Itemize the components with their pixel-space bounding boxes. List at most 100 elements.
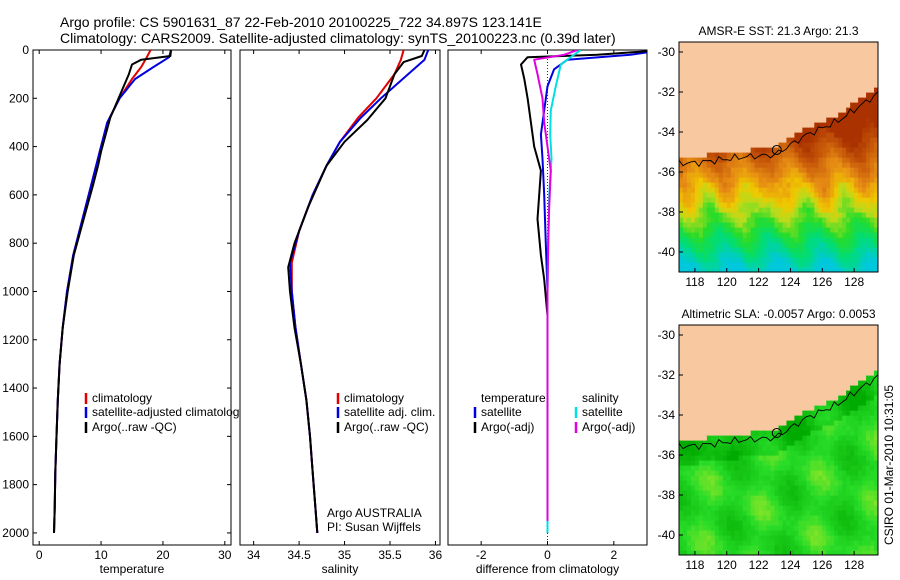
heatmap-cell bbox=[790, 445, 796, 451]
heatmap-cell bbox=[698, 267, 704, 272]
heatmap-cell bbox=[746, 142, 752, 148]
heatmap-cell bbox=[782, 390, 788, 396]
heatmap-cell bbox=[790, 435, 796, 441]
shelf-contour bbox=[679, 91, 878, 168]
heatmap-cell bbox=[750, 172, 756, 178]
heatmap-cell bbox=[790, 252, 796, 258]
heatmap-cell bbox=[858, 335, 863, 341]
heatmap-cell bbox=[806, 485, 811, 491]
heatmap-cell bbox=[679, 237, 684, 243]
heatmap-cell bbox=[730, 425, 736, 431]
heatmap-cell bbox=[710, 475, 716, 481]
heatmap-cell bbox=[722, 67, 728, 73]
heatmap-cell bbox=[798, 52, 803, 58]
heatmap-cell bbox=[854, 257, 859, 263]
heatmap-cell bbox=[806, 365, 811, 371]
heatmap-cell bbox=[866, 370, 871, 376]
heatmap-cell bbox=[818, 370, 823, 376]
heatmap-cell bbox=[746, 535, 752, 541]
heatmap-cell bbox=[794, 510, 799, 516]
heatmap-cell bbox=[706, 480, 712, 486]
heatmap-cell bbox=[742, 455, 748, 461]
heatmap-cell bbox=[866, 480, 871, 486]
heatmap-cell bbox=[694, 505, 700, 511]
heatmap-cell bbox=[766, 420, 772, 426]
heatmap-cell bbox=[698, 550, 704, 555]
heatmap-cell bbox=[730, 515, 736, 521]
heatmap-cell bbox=[714, 72, 720, 78]
heatmap-cell bbox=[686, 375, 692, 381]
heatmap-cell bbox=[802, 370, 807, 376]
heatmap-cell bbox=[706, 475, 712, 481]
heatmap-cell bbox=[794, 182, 799, 188]
heatmap-cell bbox=[842, 267, 847, 272]
heatmap-cell bbox=[702, 460, 708, 466]
heatmap-cell bbox=[698, 520, 704, 526]
heatmap-cell bbox=[846, 370, 851, 376]
heatmap-cell bbox=[778, 500, 784, 506]
heatmap-cell bbox=[742, 430, 748, 436]
heatmap-cell bbox=[679, 52, 684, 58]
heatmap-cell bbox=[786, 167, 792, 173]
heatmap-cell bbox=[762, 182, 768, 188]
heatmap-cell bbox=[738, 350, 744, 356]
heatmap-cell bbox=[738, 435, 744, 441]
heatmap-cell bbox=[710, 535, 716, 541]
heatmap-cell bbox=[874, 395, 878, 401]
heatmap-cell bbox=[870, 535, 875, 541]
heatmap-cell bbox=[702, 252, 708, 258]
heatmap-cell bbox=[842, 147, 847, 153]
heatmap-cell bbox=[842, 197, 847, 203]
heatmap-cell bbox=[722, 47, 728, 53]
heatmap-cell bbox=[746, 545, 752, 551]
heatmap-cell bbox=[714, 480, 720, 486]
heatmap-cell bbox=[702, 192, 708, 198]
heatmap-cell bbox=[810, 47, 815, 53]
heatmap-cell bbox=[742, 460, 748, 466]
heatmap-cell bbox=[742, 440, 748, 446]
heatmap-cell bbox=[798, 177, 803, 183]
heatmap-cell bbox=[814, 172, 819, 178]
heatmap-cell bbox=[754, 420, 760, 426]
heatmap-cell bbox=[830, 485, 835, 491]
heatmap-cell bbox=[822, 440, 827, 446]
heatmap-cell bbox=[706, 425, 712, 431]
heatmap-cell bbox=[766, 152, 772, 158]
heatmap-cell bbox=[742, 92, 748, 98]
heatmap-cell bbox=[714, 365, 720, 371]
heatmap-cell bbox=[770, 172, 776, 178]
heatmap-cell bbox=[706, 82, 712, 88]
heatmap-cell bbox=[802, 385, 807, 391]
heatmap-cell bbox=[810, 202, 815, 208]
heatmap-cell bbox=[766, 267, 772, 272]
heatmap-cell bbox=[862, 390, 867, 396]
heatmap-cell bbox=[782, 267, 788, 272]
heatmap-cell bbox=[698, 207, 704, 213]
heatmap-cell bbox=[814, 142, 819, 148]
heatmap-cell bbox=[830, 47, 835, 53]
heatmap-cell bbox=[798, 410, 803, 416]
heatmap-cell bbox=[818, 42, 823, 48]
heatmap-cell bbox=[734, 550, 740, 555]
heatmap-cell bbox=[818, 147, 823, 153]
heatmap-cell bbox=[810, 495, 815, 501]
heatmap-cell bbox=[858, 117, 863, 123]
heatmap-cell bbox=[742, 410, 748, 416]
heatmap-cell bbox=[834, 182, 839, 188]
heatmap-cell bbox=[822, 132, 827, 138]
heatmap-cell bbox=[758, 405, 764, 411]
heatmap-cell bbox=[826, 132, 831, 138]
heatmap-cell bbox=[862, 465, 867, 471]
heatmap-cell bbox=[698, 460, 704, 466]
heatmap-cell bbox=[786, 252, 792, 258]
heatmap-cell bbox=[734, 262, 740, 268]
heatmap-cell bbox=[742, 370, 748, 376]
heatmap-cell bbox=[706, 415, 712, 421]
heatmap-cell bbox=[722, 340, 728, 346]
heatmap-cell bbox=[698, 212, 704, 218]
heatmap-cell bbox=[770, 202, 776, 208]
heatmap-cell bbox=[818, 47, 823, 53]
heatmap-cell bbox=[750, 127, 756, 133]
heatmap-cell bbox=[806, 147, 811, 153]
heatmap-cell bbox=[874, 340, 878, 346]
